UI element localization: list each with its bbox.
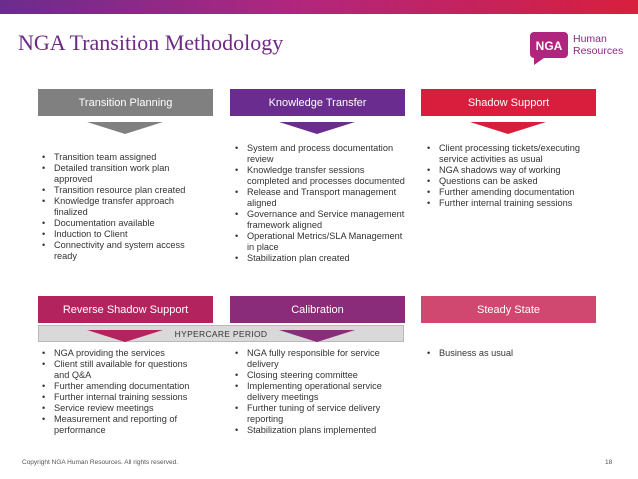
- list-reverse-shadow-support: NGA providing the services Client still …: [40, 348, 200, 436]
- list-item: NGA providing the services: [40, 348, 200, 359]
- list-item: Business as usual: [425, 348, 595, 359]
- top-gradient-bar: [0, 0, 638, 14]
- list-item: Further amending documentation: [40, 381, 200, 392]
- list-item: Connectivity and system access ready: [40, 240, 198, 262]
- list-item: Further internal training sessions: [425, 198, 597, 209]
- phase-arrow-transition-planning: [87, 122, 163, 134]
- nga-logo: NGA Human Resources: [528, 28, 628, 70]
- nga-logo-text: Human Resources: [573, 33, 623, 57]
- page-title: NGA Transition Methodology: [18, 30, 284, 55]
- list-shadow-support: Client processing tickets/executing serv…: [425, 143, 597, 209]
- list-item: Documentation available: [40, 218, 198, 229]
- list-item: Client processing tickets/executing serv…: [425, 143, 597, 165]
- list-item: Release and Transport management aligned: [233, 187, 405, 209]
- phase-header-steady-state: Steady State: [421, 296, 596, 323]
- list-item: Further internal training sessions: [40, 392, 200, 403]
- list-calibration: NGA fully responsible for service delive…: [233, 348, 403, 436]
- list-item: NGA shadows way of working: [425, 165, 597, 176]
- phase-arrow-calibration: [279, 330, 355, 342]
- list-item: Operational Metrics/SLA Management in pl…: [233, 231, 405, 253]
- copyright-footer: Copyright NGA Human Resources. All right…: [22, 459, 179, 466]
- phase-arrow-knowledge-transfer: [279, 122, 355, 134]
- phase-header-shadow-support: Shadow Support: [421, 89, 596, 116]
- phase-header-knowledge-transfer: Knowledge Transfer: [230, 89, 405, 116]
- phase-header-calibration: Calibration: [230, 296, 405, 323]
- list-item: Transition resource plan created: [40, 185, 198, 196]
- list-item: Closing steering committee: [233, 370, 403, 381]
- nga-logo-badge-text: NGA: [536, 39, 563, 53]
- list-item: Transition team assigned: [40, 152, 198, 163]
- phase-header-transition-planning: Transition Planning: [38, 89, 213, 116]
- list-item: Further amending documentation: [425, 187, 597, 198]
- list-item: Measurement and reporting of performance: [40, 414, 200, 436]
- logo-line1: Human: [573, 33, 607, 45]
- list-item: Further tuning of service delivery repor…: [233, 403, 403, 425]
- nga-logo-badge-icon: NGA: [530, 32, 568, 65]
- phase-header-reverse-shadow-support: Reverse Shadow Support: [38, 296, 213, 323]
- list-item: NGA fully responsible for service delive…: [233, 348, 403, 370]
- list-item: Stabilization plan created: [233, 253, 405, 264]
- list-item: Implementing operational service deliver…: [233, 381, 403, 403]
- list-item: System and process documentation review: [233, 143, 405, 165]
- logo-line2: Resources: [573, 45, 624, 57]
- list-item: Governance and Service management framew…: [233, 209, 405, 231]
- phase-arrow-shadow-support: [470, 122, 546, 134]
- list-item: Detailed transition work plan approved: [40, 163, 198, 185]
- list-item: Client still available for questions and…: [40, 359, 200, 381]
- list-item: Induction to Client: [40, 229, 198, 240]
- list-item: Service review meetings: [40, 403, 200, 414]
- list-item: Knowledge transfer approach finalized: [40, 196, 198, 218]
- list-transition-planning: Transition team assigned Detailed transi…: [40, 152, 198, 262]
- list-knowledge-transfer: System and process documentation review …: [233, 143, 405, 264]
- list-item: Knowledge transfer sessions completed an…: [233, 165, 405, 187]
- phase-arrow-reverse-shadow-support: [87, 330, 163, 342]
- page-number: 18: [605, 459, 613, 466]
- list-steady-state: Business as usual: [425, 348, 595, 359]
- list-item: Questions can be asked: [425, 176, 597, 187]
- list-item: Stabilization plans implemented: [233, 425, 403, 436]
